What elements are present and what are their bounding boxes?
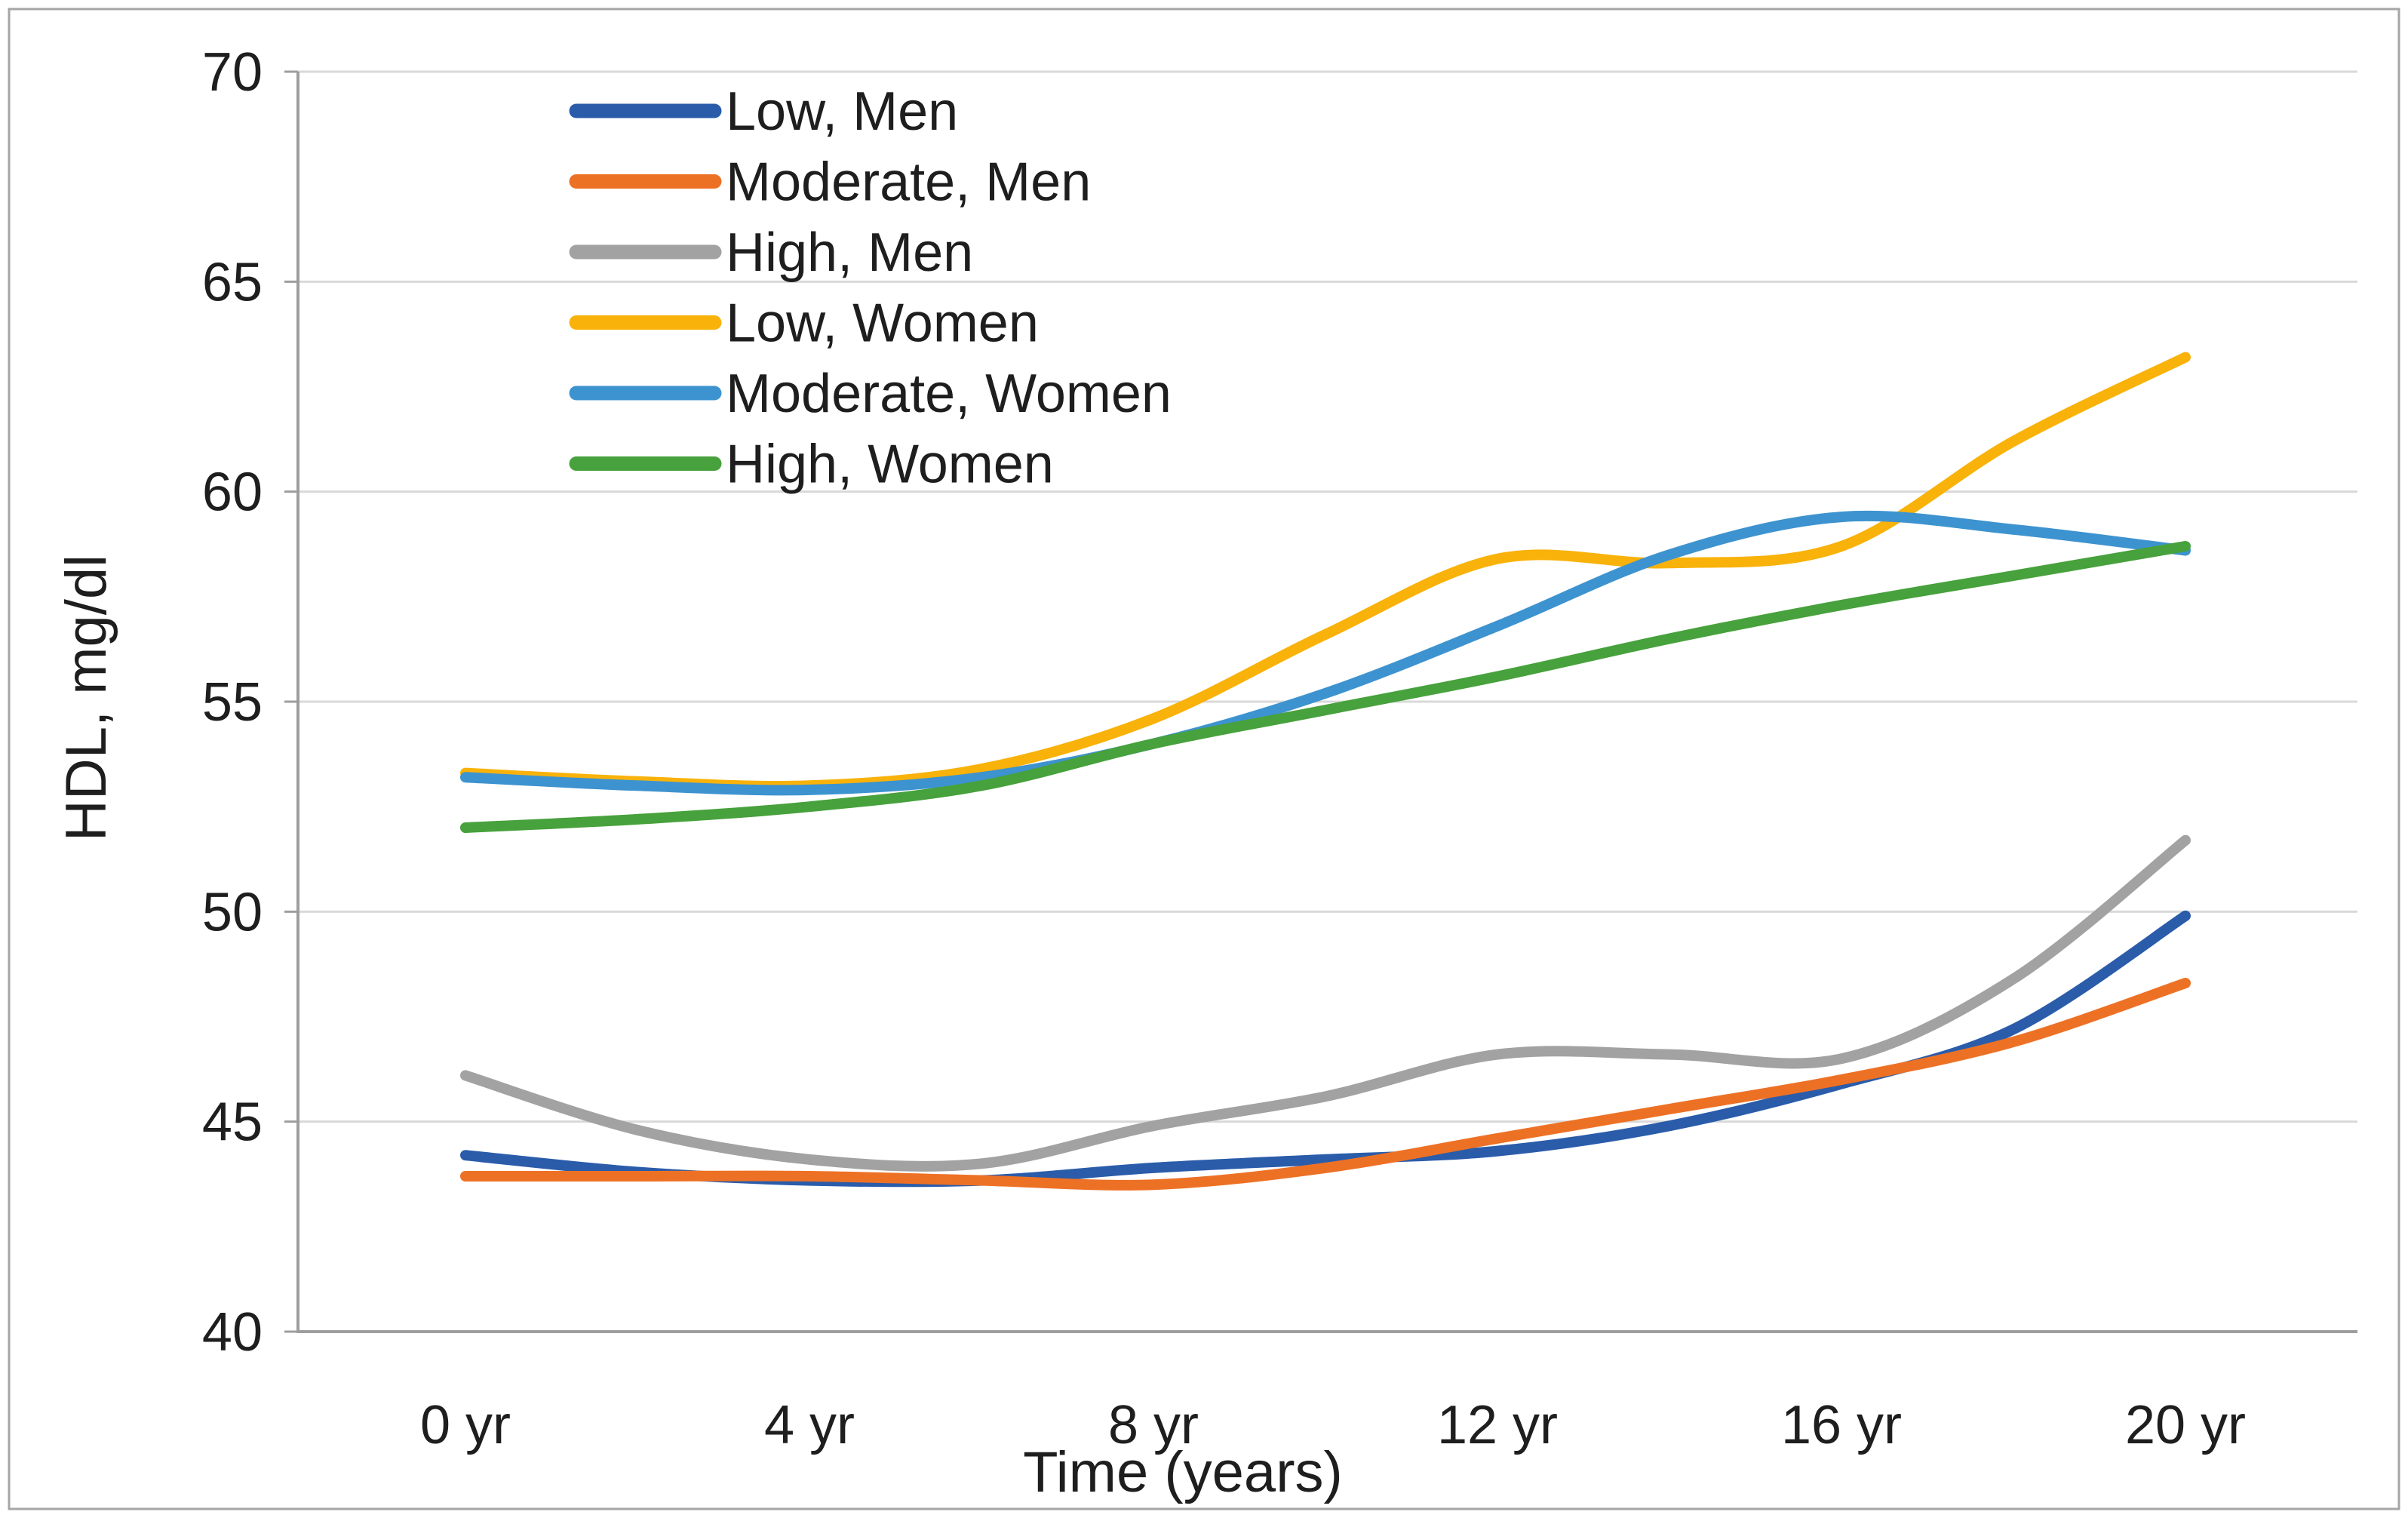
series-lines-group xyxy=(460,352,2191,1191)
legend-label-high-men: High, Men xyxy=(726,223,973,283)
y-tick-label-45: 45 xyxy=(202,1092,263,1153)
x-tick-label-8-yr: 8 yr xyxy=(1108,1395,1199,1455)
y-tick-label-60: 60 xyxy=(202,462,263,523)
legend-item-low-women: Low, Women xyxy=(569,293,1039,354)
legend-label-low-women: Low, Women xyxy=(726,293,1039,354)
y-tick-label-70: 70 xyxy=(202,42,263,103)
legend-item-moderate-men: Moderate, Men xyxy=(569,152,1091,213)
x-tick-label-20-yr: 20 yr xyxy=(2125,1395,2246,1455)
chart-outer-border xyxy=(8,8,2400,1510)
x-tick-label-4-yr: 4 yr xyxy=(764,1395,855,1455)
legend-item-high-men: High, Men xyxy=(569,223,973,283)
x-axis-title: Time (years) xyxy=(1023,1440,1343,1504)
series-line-moderate-men xyxy=(460,978,2191,1191)
x-axis-tick-labels: 0 yr 4 yr 8 yr 12 yr 16 yr 20 yr xyxy=(420,1395,2246,1455)
legend-label-moderate-women: Moderate, Women xyxy=(726,364,1172,424)
y-tick-label-50: 50 xyxy=(202,882,263,942)
y-axis-tick-labels: 40 45 50 55 60 65 70 xyxy=(202,42,263,1363)
series-line-moderate-women xyxy=(460,510,2191,796)
legend-label-high-women: High, Women xyxy=(726,435,1054,495)
legend-item-moderate-women: Moderate, Women xyxy=(569,364,1172,424)
series-line-low-men xyxy=(460,910,2191,1188)
legend-item-low-men: Low, Men xyxy=(569,81,958,142)
gridlines-group xyxy=(298,70,2357,1123)
series-line-high-men xyxy=(460,834,2191,1172)
axes-group xyxy=(284,70,2357,1333)
x-tick-label-0-yr: 0 yr xyxy=(420,1395,511,1455)
y-tick-label-40: 40 xyxy=(202,1302,263,1363)
y-tick-label-65: 65 xyxy=(202,252,263,312)
x-tick-label-16-yr: 16 yr xyxy=(1781,1395,1902,1455)
legend-label-low-men: Low, Men xyxy=(726,81,958,142)
legend-item-high-women: High, Women xyxy=(569,435,1054,495)
series-line-low-women xyxy=(460,352,2191,792)
y-tick-label-55: 55 xyxy=(202,672,263,733)
series-line-high-women xyxy=(460,541,2191,833)
y-axis-title: HDL, mg/dl xyxy=(54,555,118,841)
legend-label-moderate-men: Moderate, Men xyxy=(726,152,1091,213)
legend: Low, Men Moderate, Men High, Men Low, Women… xyxy=(569,81,1172,495)
x-tick-label-12-yr: 12 yr xyxy=(1437,1395,1558,1455)
